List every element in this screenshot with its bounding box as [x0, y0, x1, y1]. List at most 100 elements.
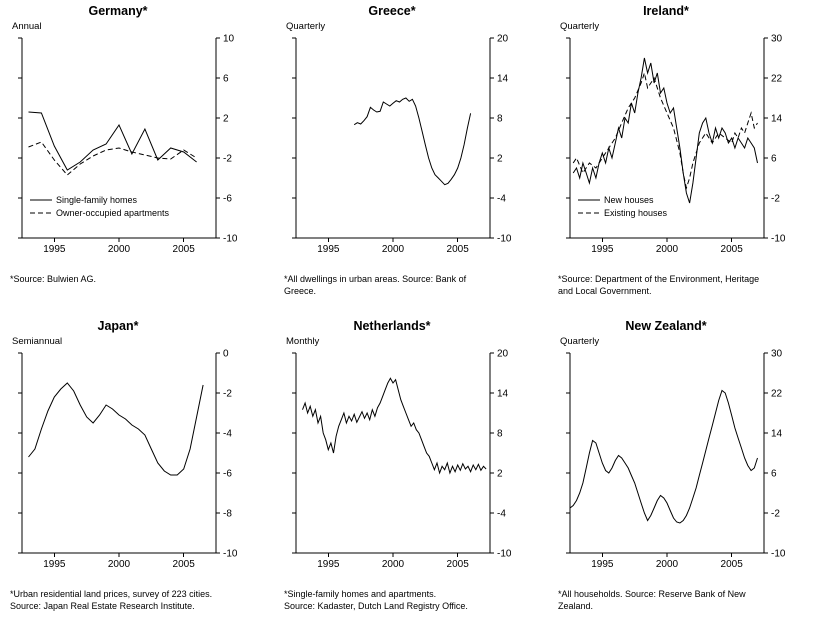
chart-plot-germany: 10 6 2 -2 -6 -10 1995 2000 2005 Single-family hom…	[18, 34, 238, 256]
y-tick-label: -10	[223, 234, 238, 245]
frequency-label: Monthly	[286, 336, 320, 347]
tick-labels: 0 -2 -4 -6 -8 -10 1995 2000 2005	[43, 349, 238, 571]
chart-plot-new-zealand: 30 22 14 6 -2 -10 1995 2000 2005	[566, 349, 786, 571]
y-tick-label: -2	[223, 154, 232, 165]
axes	[566, 352, 768, 557]
x-tick-label: 2005	[447, 244, 470, 255]
x-tick-label: 1995	[43, 559, 66, 570]
axes	[292, 37, 494, 242]
chart-panel-japan: Japan* Semiannual 0 -2 -4 -6 -8 -10 1995 2000 20…	[0, 315, 274, 631]
chart-title: Ireland*	[643, 4, 689, 18]
frequency-label: Quarterly	[286, 21, 326, 32]
legend-label: Owner-occupied apartments	[56, 208, 170, 218]
chart-panel-netherlands: Netherlands* Monthly 20 14 8 2 -4 -10 1995 2000…	[274, 315, 548, 631]
x-tick-label: 2005	[173, 244, 196, 255]
y-tick-label: 22	[771, 389, 783, 400]
frequency-label: Quarterly	[560, 336, 600, 347]
y-tick-label: 8	[497, 429, 503, 440]
axes	[292, 352, 494, 557]
y-tick-label: 30	[771, 34, 783, 45]
chart-footnote: *Single-family homes and apartments. Sou…	[284, 589, 468, 611]
chart-footnote: *All dwellings in urban areas. Source: B…	[284, 274, 467, 296]
x-tick-label: 2005	[721, 244, 744, 255]
y-tick-label: 20	[497, 349, 509, 360]
y-tick-label: 6	[771, 469, 777, 480]
series-line-0	[569, 389, 758, 524]
x-tick-label: 2005	[721, 559, 744, 570]
legend: New houses Existing houses	[578, 195, 668, 218]
axes	[18, 352, 220, 557]
chart-plot-netherlands: 20 14 8 2 -4 -10 1995 2000 2005	[292, 349, 512, 571]
y-tick-label: -6	[223, 469, 232, 480]
series-line-0	[353, 97, 472, 186]
x-tick-label: 2000	[656, 244, 679, 255]
frequency-label: Annual	[12, 21, 42, 32]
frequency-label: Semiannual	[12, 336, 63, 347]
chart-footnote: *Source: Bulwien AG.	[10, 274, 97, 284]
tick-labels: 20 14 8 2 -4 -10 1995 2000 2005	[317, 34, 512, 256]
y-tick-label: -4	[497, 194, 506, 205]
x-tick-label: 2000	[108, 559, 131, 570]
chart-title: New Zealand*	[625, 319, 707, 333]
chart-panel-greece: Greece* Quarterly 20 14 8 2 -4 -10 1995 2000 200…	[274, 0, 548, 315]
chart-footnote: *All households. Source: Reserve Bank of…	[558, 589, 746, 611]
chart-plot-ireland: 30 22 14 6 -2 -10 1995 2000 2005 New houses Existi…	[566, 34, 786, 256]
y-tick-label: -2	[771, 194, 780, 205]
chart-title: Japan*	[97, 319, 139, 333]
y-tick-label: 6	[223, 74, 229, 85]
y-tick-label: 2	[497, 154, 503, 165]
y-tick-label: -10	[223, 549, 238, 560]
tick-labels: 30 22 14 6 -2 -10 1995 2000 2005	[591, 34, 786, 256]
y-tick-label: 20	[497, 34, 509, 45]
chart-title: Germany*	[88, 4, 148, 18]
chart-plot-greece: 20 14 8 2 -4 -10 1995 2000 2005	[292, 34, 512, 256]
y-tick-label: -10	[771, 234, 786, 245]
x-tick-label: 1995	[591, 244, 614, 255]
legend-label: New houses	[604, 195, 654, 205]
chart-title: Greece*	[368, 4, 416, 18]
y-tick-label: -4	[497, 509, 506, 520]
x-tick-label: 1995	[43, 244, 66, 255]
y-tick-label: 0	[223, 349, 229, 360]
x-tick-label: 1995	[317, 244, 340, 255]
y-tick-label: -10	[771, 549, 786, 560]
tick-labels: 20 14 8 2 -4 -10 1995 2000 2005	[317, 349, 512, 571]
y-tick-label: -4	[223, 429, 232, 440]
chart-panel-new-zealand: New Zealand* Quarterly 30 22 14 6 -2 -10 1995 2…	[548, 315, 823, 631]
y-tick-label: 14	[771, 114, 783, 125]
x-tick-label: 2005	[447, 559, 470, 570]
chart-panel-germany: Germany* Annual 10 6 2 -2 -6 -10 1995 2000 2005 S…	[0, 0, 274, 315]
x-tick-label: 1995	[591, 559, 614, 570]
y-tick-label: 10	[223, 34, 235, 45]
y-tick-label: 22	[771, 74, 783, 85]
y-tick-label: 2	[223, 114, 229, 125]
y-tick-label: 14	[497, 389, 509, 400]
y-tick-label: -2	[771, 509, 780, 520]
chart-footnote: *Urban residential land prices, survey o…	[10, 589, 213, 611]
y-tick-label: 14	[497, 74, 509, 85]
series-line-0	[302, 377, 487, 475]
tick-labels: 10 6 2 -2 -6 -10 1995 2000 2005	[43, 34, 238, 256]
series-line-0	[572, 57, 758, 204]
y-tick-label: 2	[497, 469, 503, 480]
legend-label: Existing houses	[604, 208, 668, 218]
tick-labels: 30 22 14 6 -2 -10 1995 2000 2005	[591, 349, 786, 571]
y-tick-label: -8	[223, 509, 232, 520]
y-tick-label: -6	[223, 194, 232, 205]
series-line-1	[572, 71, 758, 190]
y-tick-label: 30	[771, 349, 783, 360]
legend: Single-family homes Owner-occupied apartm…	[30, 195, 170, 218]
series-line-0	[28, 382, 204, 476]
chart-plot-japan: 0 -2 -4 -6 -8 -10 1995 2000 2005	[18, 349, 238, 571]
chart-panel-ireland: Ireland* Quarterly 30 22 14 6 -2 -10 1995 2000 2…	[548, 0, 823, 315]
x-tick-label: 2000	[656, 559, 679, 570]
chart-footnote: *Source: Department of the Environment, …	[558, 274, 760, 296]
x-tick-label: 2000	[382, 244, 405, 255]
series-line-1	[28, 141, 197, 176]
axes	[18, 37, 220, 242]
y-tick-label: 8	[497, 114, 503, 125]
y-tick-label: -10	[497, 549, 512, 560]
y-tick-label: 6	[771, 154, 777, 165]
x-tick-label: 1995	[317, 559, 340, 570]
